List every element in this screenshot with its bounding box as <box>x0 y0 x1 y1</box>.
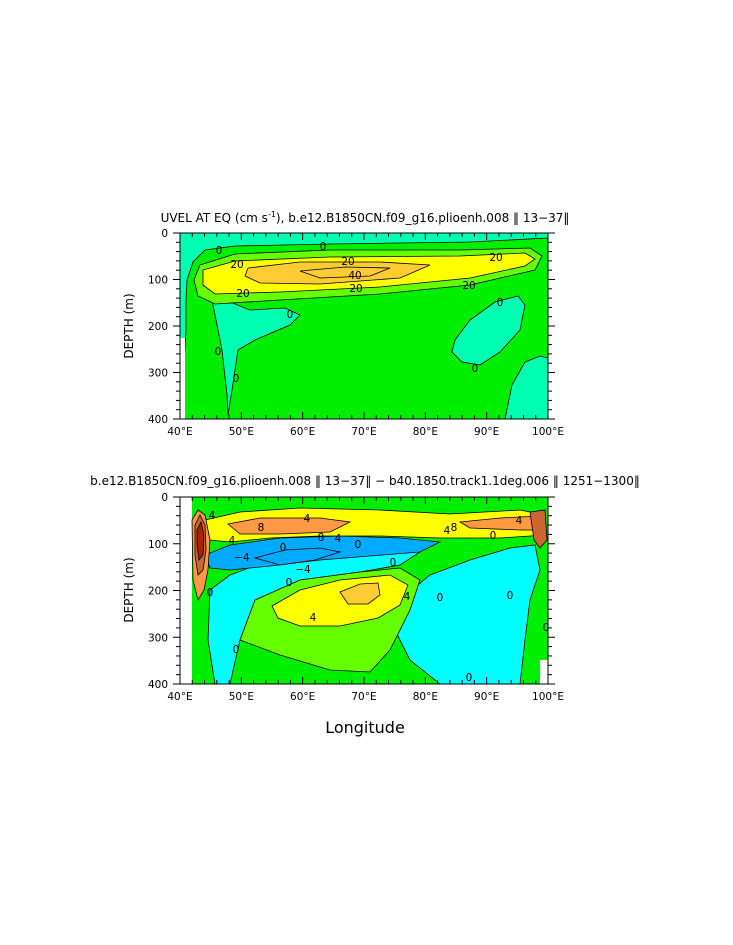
p1-contour-label: 20 <box>230 259 243 271</box>
p2-fill-band-core <box>253 547 342 566</box>
p2-fill-upper-8 <box>227 517 352 535</box>
x-tick-label: 50°E <box>229 691 254 703</box>
p2-contour-label: 4 <box>304 513 311 525</box>
p2-contour-label: 4 <box>516 515 523 527</box>
p1-contour-label: 0 <box>287 309 294 321</box>
y-tick-label: 0 <box>161 228 168 240</box>
p2-land-mask-east <box>540 660 548 684</box>
p2-contour-label: 4 <box>229 535 236 547</box>
x-tick-label: 40°E <box>167 426 192 438</box>
p1-fill-east-lobe <box>451 295 526 366</box>
panel1-contour-field <box>180 233 548 419</box>
panel1-ylabel: DEPTH (m) <box>122 293 136 358</box>
y-tick-label: 200 <box>148 321 168 333</box>
p2-contour-label: 0 <box>543 622 550 634</box>
p1-contour-label: 20 <box>349 283 362 295</box>
panel2-ylabel: DEPTH (m) <box>122 557 136 622</box>
x-tick-label: 40°E <box>167 691 192 703</box>
p2-contour-label: 0 <box>437 592 444 604</box>
p2-contour-label: 0 <box>286 577 293 589</box>
panel2-contour-field <box>180 497 548 684</box>
p2-contour-label: 4 <box>310 612 317 624</box>
p2-fill-positive-core <box>339 582 381 605</box>
p2-fill-east-negative <box>394 544 541 684</box>
y-tick-label: 100 <box>148 275 168 287</box>
y-tick-label: 0 <box>161 492 168 504</box>
p2-contour-label: 0 <box>507 590 514 602</box>
p2-contour-label: 8 <box>258 522 265 534</box>
p1-contour-label: 20 <box>341 256 354 268</box>
y-tick-label: 200 <box>148 586 168 598</box>
panel2-xlabel: Longitude <box>325 718 405 737</box>
panel2-title: b.e12.B1850CN.f09_g16.plioenh.008 ‖ 13−3… <box>90 474 640 488</box>
x-tick-label: 60°E <box>290 426 315 438</box>
p2-contour-label: 8 <box>451 522 458 534</box>
p2-contour-label: 0 <box>233 644 240 656</box>
p2-fill-east-wall-max <box>529 509 548 549</box>
p2-contour-label: 0 <box>280 542 287 554</box>
y-tick-label: 300 <box>148 368 168 380</box>
x-tick-label: 100°E <box>532 691 564 703</box>
p2-contour-label: 0 <box>207 587 214 599</box>
p1-contour-label: 0 <box>320 241 327 253</box>
p1-contour-label: 40 <box>348 270 361 282</box>
p1-contour-label: 0 <box>233 373 240 385</box>
p2-land-mask <box>180 497 192 684</box>
x-tick-label: 90°E <box>474 691 499 703</box>
panel-difference: b.e12.B1850CN.f09_g16.plioenh.008 ‖ 13−3… <box>90 474 640 737</box>
panel1-title: UVEL AT EQ (cm s-1), b.e12.B1850CN.f09_g… <box>161 210 570 225</box>
x-tick-label: 100°E <box>532 426 564 438</box>
panel1-ticks: 40°E 50°E 60°E 70°E 80°E 90°E 100°E01002003004… <box>148 228 564 438</box>
p2-fill-east-edge <box>538 580 548 660</box>
p2-contour-label: 0 <box>466 672 473 684</box>
panel1-contour-labels: 0 0 0 0 0 0 0 20 20 20 20 20 40 20 <box>215 241 504 385</box>
p2-contour-label: 0 <box>390 557 397 569</box>
panel2-contour-labels: 4 8 4 4 8 4 4 8 0 4 0 −4 0 −4 0 4 4 0 0 … <box>207 510 550 684</box>
p1-fill-southeast-lobe <box>504 355 548 419</box>
p2-contour-label: 0 <box>355 539 362 551</box>
p1-contour-label: 20 <box>489 252 502 264</box>
x-tick-label: 50°E <box>229 426 254 438</box>
y-tick-label: 100 <box>148 539 168 551</box>
x-tick-label: 60°E <box>290 691 315 703</box>
y-tick-label: 400 <box>148 414 168 426</box>
p1-contour-label: 20 <box>236 288 249 300</box>
p1-contour-label: 20 <box>462 280 475 292</box>
x-tick-label: 80°E <box>413 426 438 438</box>
p2-contour-label: −4 <box>295 564 311 576</box>
p1-contour-label: 0 <box>497 297 504 309</box>
x-tick-label: 80°E <box>413 691 438 703</box>
panel2-ticks: 40°E 50°E 60°E 70°E 80°E 90°E 100°E 0 100 200 300 4… <box>148 492 564 703</box>
x-tick-label: 70°E <box>351 426 376 438</box>
x-tick-label: 70°E <box>351 691 376 703</box>
p1-contour-label: 0 <box>216 245 223 257</box>
p1-contour-label: 0 <box>472 363 479 375</box>
p2-fill-west-max-core <box>196 520 205 561</box>
p1-fill-wedge <box>211 299 301 416</box>
p2-contour-label: 0 <box>490 530 497 542</box>
panel-uvel: UVEL AT EQ (cm s-1), b.e12.B1850CN.f09_g… <box>122 210 569 438</box>
p2-contour-label: −4 <box>234 552 250 564</box>
p2-contour-label: 4 <box>444 525 451 537</box>
p2-contour-label: 8 <box>318 532 325 544</box>
p1-fill-40-core <box>299 266 391 279</box>
y-tick-label: 300 <box>148 632 168 644</box>
p2-contour-label: 4 <box>404 591 411 603</box>
x-tick-label: 90°E <box>474 426 499 438</box>
p2-contour-label: 4 <box>209 510 216 522</box>
y-tick-label: 400 <box>148 679 168 691</box>
p1-land-mask <box>180 338 185 419</box>
p1-contour-label: 0 <box>215 346 222 358</box>
p2-contour-label: 4 <box>335 533 342 545</box>
